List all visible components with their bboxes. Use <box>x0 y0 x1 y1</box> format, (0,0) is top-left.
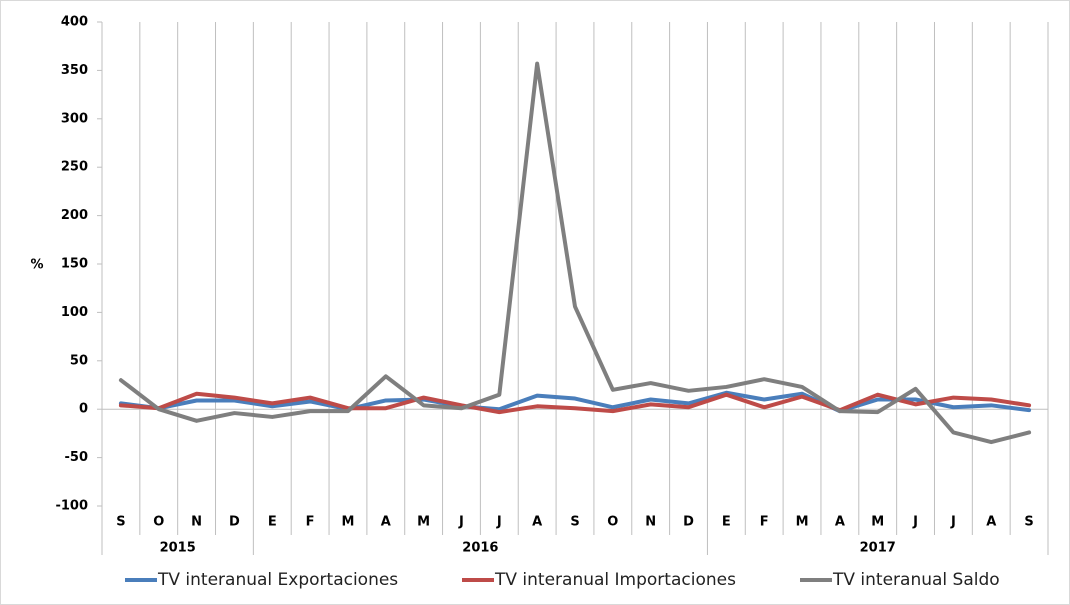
x-tick-label: M <box>341 515 354 530</box>
y-tick-label: 0 <box>79 402 88 417</box>
y-tick-label: 150 <box>61 257 88 272</box>
x-tick-label: J <box>458 515 464 530</box>
x-tick-label: S <box>570 515 579 530</box>
legend-label: TV interanual Exportaciones <box>157 570 398 590</box>
x-tick-label: F <box>306 515 315 530</box>
y-tick-label: -50 <box>65 450 89 465</box>
y-tick-label: 100 <box>61 305 88 320</box>
group-label: 2017 <box>860 541 896 556</box>
x-tick-label: J <box>950 515 956 530</box>
legend-label: TV interanual Saldo <box>832 570 1000 590</box>
x-tick-label: A <box>381 515 391 530</box>
group-label: 2015 <box>160 541 196 556</box>
series-line <box>118 61 1032 445</box>
y-tick-label: -100 <box>55 499 88 514</box>
x-tick-label: E <box>268 515 277 530</box>
x-tick-label: A <box>532 515 542 530</box>
y-tick-label: 250 <box>61 160 88 175</box>
x-tick-label: N <box>191 515 202 530</box>
x-tick-label: F <box>760 515 769 530</box>
x-tick-label: J <box>496 515 502 530</box>
series-line <box>118 390 1032 414</box>
x-tick-label: O <box>607 515 618 530</box>
x-tick-label: S <box>116 515 125 530</box>
x-tick-label: A <box>835 515 845 530</box>
x-tick-label: A <box>986 515 996 530</box>
y-tick-label: 350 <box>61 63 88 78</box>
x-tick-label: N <box>645 515 656 530</box>
x-tick-label: J <box>912 515 918 530</box>
x-tick-label: S <box>1024 515 1033 530</box>
y-tick-label: 200 <box>61 208 88 223</box>
x-tick-label: M <box>796 515 809 530</box>
y-tick-label: 50 <box>70 353 88 368</box>
x-tick-label: D <box>229 515 240 530</box>
x-tick-label: M <box>417 515 430 530</box>
series-line <box>118 391 1032 415</box>
x-tick-label: E <box>722 515 731 530</box>
legend-label: TV interanual Importaciones <box>494 570 736 590</box>
group-label: 2016 <box>462 541 498 556</box>
x-tick-label: M <box>871 515 884 530</box>
x-tick-label: O <box>153 515 164 530</box>
y-tick-label: 300 <box>61 111 88 126</box>
y-axis-label: % <box>30 258 43 273</box>
y-tick-label: 400 <box>61 15 88 30</box>
x-tick-label: D <box>683 515 694 530</box>
